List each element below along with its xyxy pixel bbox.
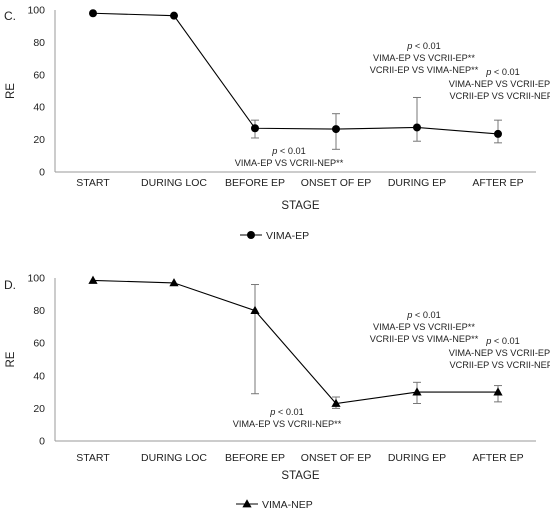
x-tick-label: ONSET OF EP [301,452,371,464]
legend-marker [242,499,252,508]
x-tick-label: ONSET OF EP [301,177,371,189]
y-tick-label: 40 [33,102,45,114]
significance-annotation: p < 0.01 VIMA-NEP VS VCRII-EP** VCRII-EP V… [449,67,550,101]
data-point [331,398,341,407]
error-bar [251,284,259,395]
y-axis-title: RE [5,351,17,367]
x-tick-label: BEFORE EP [225,452,285,464]
series-line [92,12,499,135]
significance-annotation: p < 0.01 VIMA-EP VS VCRII-NEP** [233,407,342,429]
y-tick-label: 60 [33,69,45,81]
comparison-label: VCRII-EP VS VCRII-NEP* [449,91,550,101]
y-tick-label: 0 [39,167,45,179]
y-tick-label: 80 [33,37,45,49]
x-tick-label: BEFORE EP [225,177,285,189]
comparison-label: VIMA-EP VS VCRII-EP** [373,53,475,63]
data-point [251,124,259,133]
data-point [89,9,97,18]
x-tick-label: AFTER EP [472,452,523,464]
legend-label: VIMA-EP [266,230,309,242]
comparison-label: VIMA-EP VS VCRII-NEP** [233,419,342,429]
data-point [332,125,340,134]
comparison-label: VIMA-NEP VS VCRII-EP** [449,79,550,89]
comparison-label: VIMA-EP VS VCRII-EP** [373,322,475,332]
x-tick-label: DURING LOC [141,452,207,464]
significance-annotation: p < 0.01 VIMA-EP VS VCRII-EP** VCRII-EP VS… [370,310,479,344]
panel-label: D. [4,278,16,292]
p-value-label: p < 0.01 [406,41,440,51]
x-axis-title: STAGE [281,470,319,482]
data-point [493,387,503,396]
x-tick-label: START [76,452,110,464]
significance-annotation: p < 0.01 VIMA-EP VS VCRII-NEP** [235,146,344,168]
y-tick-label: 100 [27,273,45,285]
x-tick-label: START [76,177,110,189]
y-tick-label: 20 [33,134,45,146]
data-point [412,387,422,396]
p-value-label: p < 0.01 [269,407,303,417]
x-tick-label: DURING EP [388,177,446,189]
p-value-label: p < 0.01 [406,310,440,320]
y-axis-title: RE [5,83,17,99]
data-point [250,305,260,314]
significance-annotation: p < 0.01 VIMA-NEP VS VCRII-EP** VCRII-EP V… [449,336,550,370]
legend: VIMA-NEP [236,499,313,511]
comparison-label: VCRII-EP VS VCRII-NEP* [449,360,550,370]
data-point [88,275,98,284]
p-value-label: p < 0.01 [485,67,519,77]
chart-panel-1: C. 0 20 40 60 80 100 RE START DURING LOC BEFORE EP… [4,5,550,243]
y-tick-label: 40 [33,370,45,382]
legend-label: VIMA-NEP [262,499,313,511]
x-tick-label: DURING LOC [141,177,207,189]
legend: VIMA-EP [240,230,309,242]
data-point [170,11,178,20]
data-point [169,278,179,287]
p-value-label: p < 0.01 [271,146,305,156]
x-axis-title: STAGE [281,200,319,212]
comparison-label: VIMA-EP VS VCRII-NEP** [235,158,344,168]
y-tick-label: 0 [39,436,45,448]
y-tick-label: 60 [33,338,45,350]
x-tick-label: AFTER EP [472,177,523,189]
y-tick-label: 100 [27,5,45,17]
error-bar [413,96,421,142]
comparison-label: VCRII-EP VS VIMA-NEP** [370,334,479,344]
x-tick-label: DURING EP [388,452,446,464]
y-tick-label: 80 [33,305,45,317]
comparison-label: VIMA-NEP VS VCRII-EP** [449,348,550,358]
chart-panel-2: D. 0 20 40 60 80 100 RE START DURING LOC BEFORE EP… [4,273,550,512]
legend-marker [247,231,255,239]
data-point [494,129,502,138]
p-value-label: p < 0.01 [485,336,519,346]
significance-annotation: p < 0.01 VIMA-EP VS VCRII-EP** VCRII-EP VS… [370,41,479,75]
panel-label: C. [4,9,16,23]
comparison-label: VCRII-EP VS VIMA-NEP** [370,65,479,75]
series-line [92,279,498,405]
y-tick-label: 20 [33,403,45,415]
data-point [413,123,421,132]
